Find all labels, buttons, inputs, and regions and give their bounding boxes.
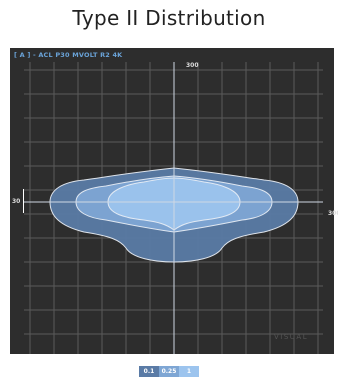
legend-item-1: 1 xyxy=(179,366,199,377)
watermark: VISUAL xyxy=(274,333,309,341)
legend-item-0.1: 0.1 xyxy=(139,366,159,377)
top-distance-label: 300 xyxy=(186,62,199,69)
legend-label: 0.25 xyxy=(161,368,177,375)
left-distance-label: 30 xyxy=(12,198,21,205)
mounting-height-marker xyxy=(23,189,24,213)
legend-item-0.25: 0.25 xyxy=(159,366,179,377)
legend-label: 1 xyxy=(186,368,192,375)
panel-header: [ A ] - ACL P30 MVOLT R2 4K xyxy=(14,51,123,59)
right-distance-label: 300 xyxy=(328,210,338,217)
legend-label: 0.1 xyxy=(143,368,155,375)
legend: 0.1 0.25 1 xyxy=(139,366,199,377)
page-title: Type II Distribution xyxy=(72,6,266,30)
isofootcandle-plot xyxy=(24,62,323,354)
